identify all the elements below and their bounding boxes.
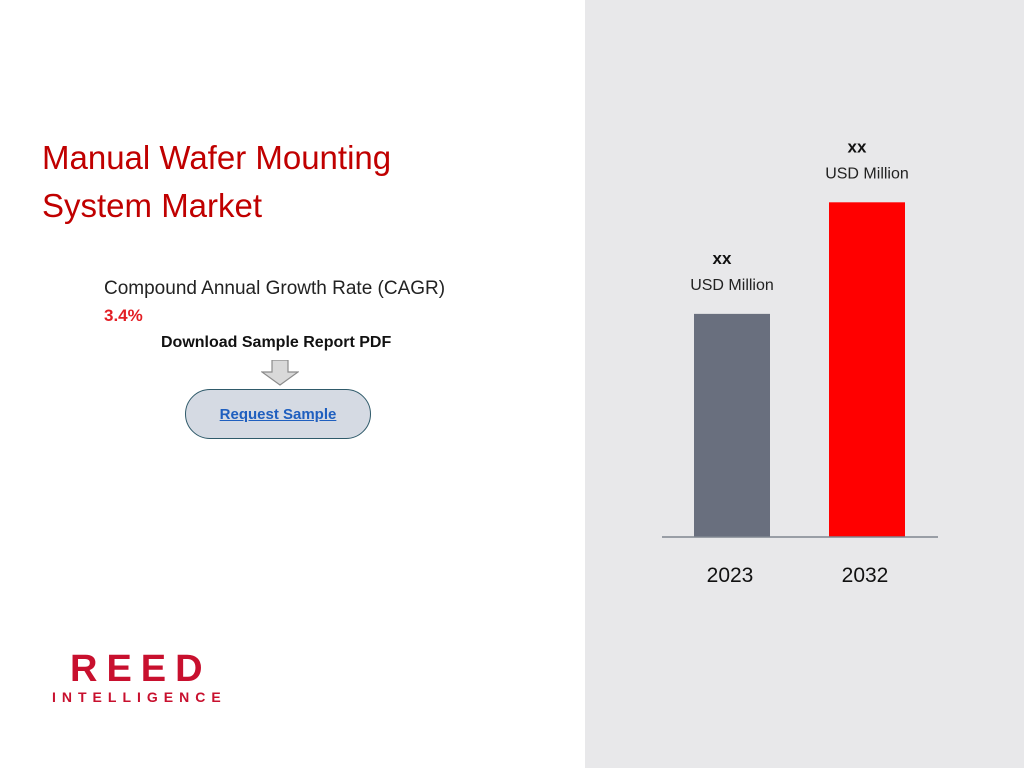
request-sample-label[interactable]: Request Sample [219, 405, 337, 423]
logo-intelligence: INTELLIGENCE [52, 689, 227, 705]
title-line-2: System Market [42, 187, 263, 224]
left-panel: Manual Wafer Mounting System Market Comp… [42, 134, 562, 705]
chart-panel [585, 0, 1024, 768]
title-line-1: Manual Wafer Mounting [42, 139, 392, 176]
page-title: Manual Wafer Mounting System Market [42, 134, 562, 230]
request-sample-button[interactable]: Request Sample [185, 389, 371, 439]
down-arrow-icon [261, 360, 299, 386]
cagr-value: 3.4% [104, 306, 143, 325]
download-label: Download Sample Report PDF [161, 334, 392, 351]
logo-reed: REED [70, 648, 212, 690]
cagr-label: Compound Annual Growth Rate (CAGR) [104, 278, 446, 299]
